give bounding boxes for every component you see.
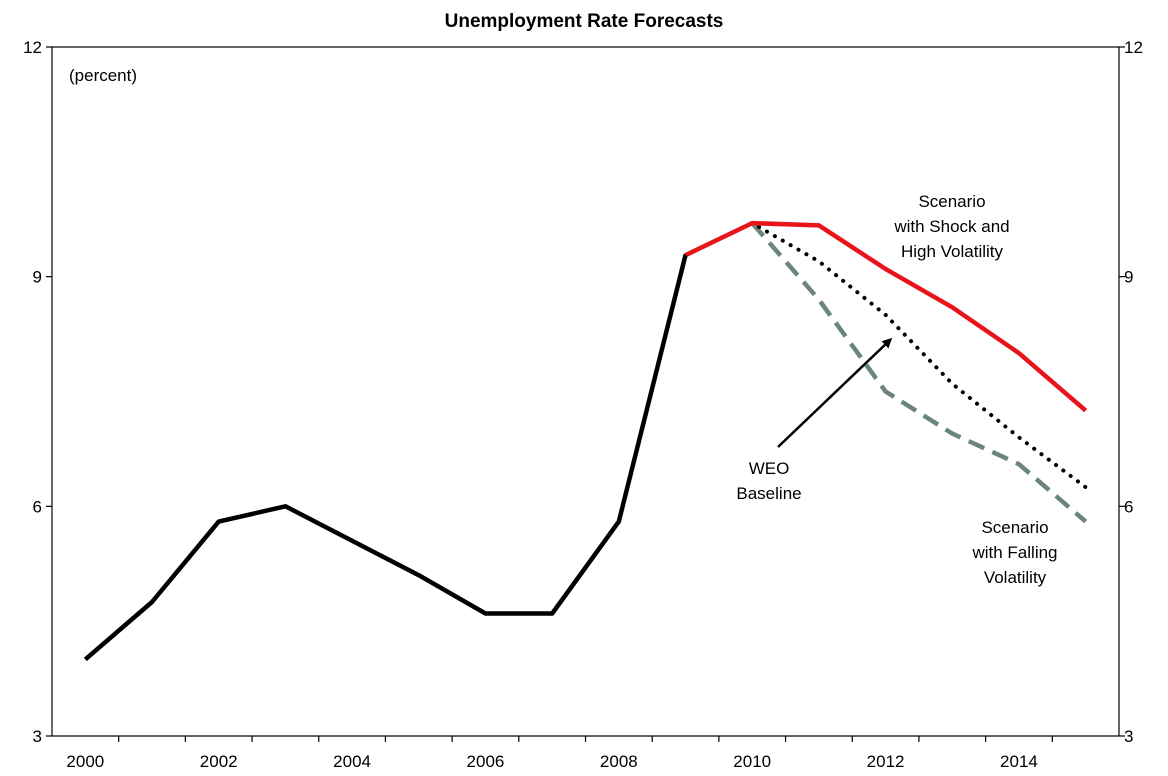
- x-tick-label: 2006: [467, 752, 505, 771]
- annotation-baseline-line: WEO: [749, 459, 790, 478]
- annotation-baseline-line: Baseline: [736, 484, 801, 503]
- y-tick-label-right: 3: [1124, 727, 1133, 746]
- annotation-falling-line: Scenario: [981, 518, 1048, 537]
- x-tick-label: 2002: [200, 752, 238, 771]
- annotation-falling-line: with Falling: [971, 543, 1057, 562]
- x-tick-label: 2008: [600, 752, 638, 771]
- chart-title: Unemployment Rate Forecasts: [445, 11, 724, 32]
- baseline-arrow: [777, 337, 893, 448]
- x-tick-label: 2004: [333, 752, 371, 771]
- y-tick-label-left: 9: [33, 268, 42, 287]
- axes: 3 3 6 6 9 9 12 12 2000 2002 2004 2006 2008 2010 2012 20…: [23, 38, 1143, 771]
- y-tick-label-right: 6: [1124, 497, 1133, 516]
- unit-note: (percent): [69, 66, 137, 85]
- annotation-shock-line: Scenario: [918, 192, 985, 211]
- series-line-shock-high-volatility: [684, 220, 1088, 413]
- series-line-falling-volatility: [750, 221, 1088, 524]
- annotations: Scenario with Shock and High Volatility WEO…: [736, 192, 1057, 587]
- y-tick-label-right: 9: [1124, 268, 1133, 287]
- y-tick-label-left: 6: [33, 497, 42, 516]
- annotation-falling-line: Volatility: [984, 568, 1047, 587]
- x-tick-label: 2014: [1000, 752, 1038, 771]
- annotation-shock-line: with Shock and: [893, 217, 1009, 236]
- x-tick-label: 2012: [867, 752, 905, 771]
- plot-frame: [51, 46, 1120, 737]
- series-line-historical: [83, 254, 688, 662]
- annotation-shock-line: High Volatility: [901, 242, 1004, 261]
- series-lines: [83, 220, 1088, 662]
- series-line-weo-baseline: [683, 221, 1088, 490]
- x-tick-label: 2000: [66, 752, 104, 771]
- y-tick-label-left: 3: [33, 727, 42, 746]
- y-tick-label-right: 12: [1124, 38, 1143, 57]
- y-tick-label-left: 12: [23, 38, 42, 57]
- x-tick-label: 2010: [733, 752, 771, 771]
